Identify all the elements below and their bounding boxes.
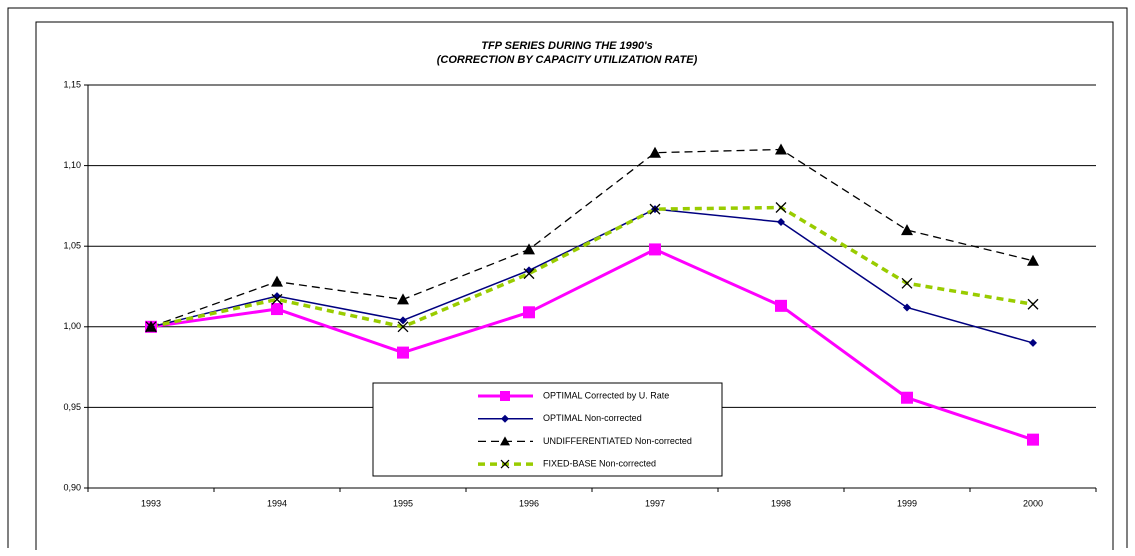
series-line [150,208,1034,344]
marker-x [523,268,535,280]
x-tick-label: 1999 [897,498,917,508]
marker-square [271,303,283,316]
marker-x [1027,298,1039,310]
marker-diamond [777,218,785,227]
legend-box [372,382,723,477]
marker-triangle [901,224,913,236]
marker-square [649,243,661,256]
legend-label: FIXED-BASE Non-corrected [543,458,656,468]
x-tick-label: 2000 [1023,498,1043,508]
marker-triangle [397,293,409,305]
series-line [150,205,1034,329]
marker-triangle [271,275,283,287]
marker-x [775,202,787,213]
marker-square [901,391,913,404]
y-tick-label: 1,10 [63,160,81,170]
marker-diamond [399,316,407,325]
marker-square [397,346,409,359]
legend-marker [500,459,510,469]
marker-x [145,321,157,333]
y-tick-label: 0,95 [63,402,81,412]
marker-triangle [523,243,535,255]
y-tick-label: 0,90 [63,482,81,492]
marker-diamond [903,303,911,312]
legend-label: UNDIFFERENTIATED Non-corrected [543,436,692,446]
marker-square [775,299,787,312]
marker-square [523,306,535,319]
legend-label: OPTIMAL Corrected by U. Rate [543,390,669,400]
marker-x [649,203,661,215]
marker-triangle [775,143,787,155]
legend-marker [500,391,510,401]
marker-x [271,293,283,305]
y-tick-label: 1,15 [63,79,81,89]
x-tick-label: 1993 [141,498,161,508]
marker-x [397,321,409,333]
x-tick-label: 1998 [771,498,791,508]
chart-frame [35,21,1114,550]
legend-marker [501,414,509,423]
outer-frame [7,7,1128,548]
y-tick-label: 1,05 [63,241,81,251]
y-tick-label: 1,00 [63,321,81,331]
series-line [150,148,1034,328]
chart-title: TFP SERIES DURING THE 1990's [481,40,653,52]
chart-subtitle: (CORRECTION BY CAPACITY UTILIZATION RATE… [437,54,698,66]
x-tick-label: 1994 [267,498,287,508]
legend-marker [500,436,510,446]
x-tick-label: 1995 [393,498,413,508]
marker-triangle [649,146,661,158]
marker-x [901,277,913,289]
x-tick-label: 1996 [519,498,539,508]
x-tick-label: 1997 [645,498,665,508]
series-line [150,247,1034,442]
marker-triangle [1027,254,1039,266]
marker-diamond [1029,338,1037,347]
marker-square [1027,433,1039,446]
legend-label: OPTIMAL Non-corrected [543,413,642,423]
